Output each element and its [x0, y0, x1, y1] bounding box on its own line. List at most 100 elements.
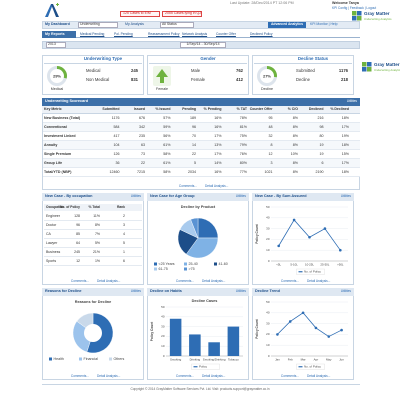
- kpi-title: Decline Status: [297, 56, 329, 61]
- column-header: Pending: [182, 107, 196, 111]
- table-cell: 96: [76, 222, 80, 227]
- panel-utilities[interactable]: Utilities: [235, 289, 246, 294]
- nav-select-text[interactable]: All Status: [162, 22, 177, 27]
- bar: [189, 334, 201, 356]
- table-cell: 59%: [163, 124, 171, 129]
- detail-link[interactable]: Detail Analysis...: [205, 183, 229, 188]
- kpi-divider: [149, 63, 247, 64]
- advanced-button-text[interactable]: Advanced Analytics: [270, 22, 304, 27]
- table-cell: 17%: [341, 160, 349, 165]
- comments-link[interactable]: Comments...: [178, 183, 197, 188]
- comments-link[interactable]: Comments...: [280, 278, 299, 283]
- legend-label: No. of Policy: [304, 365, 321, 369]
- nav-dropdown[interactable]: [78, 22, 118, 28]
- data-point: [340, 328, 343, 332]
- x-tick-label: Mar: [301, 357, 306, 361]
- tab-link[interactable]: Reassessment Policy: [148, 31, 180, 36]
- table-cell: 58%: [163, 151, 171, 156]
- kpi-row-value: 245: [131, 68, 138, 73]
- table-row: [42, 122, 360, 132]
- legend-box: [296, 363, 325, 370]
- detail-link[interactable]: Detail Analysis...: [202, 278, 226, 283]
- detail-link[interactable]: Detail Analysis...: [307, 373, 331, 378]
- table-cell: 48: [268, 124, 273, 129]
- nav-links[interactable]: KPI Monitor | Help: [310, 22, 338, 26]
- table-row: [44, 257, 142, 266]
- table-cell: 32: [268, 133, 273, 138]
- table-row: [42, 140, 360, 150]
- panel-utilities[interactable]: Utilities: [340, 289, 351, 294]
- date-range-text[interactable]: 1/Sep/14 - 30/Sep/14: [186, 42, 220, 47]
- tab-link[interactable]: Medical Pending: [80, 31, 105, 36]
- table-cell: 81%: [239, 124, 247, 129]
- brand-tagline: Underwriting Analytics: [374, 67, 400, 72]
- detail-link[interactable]: Detail Analysis...: [97, 373, 121, 378]
- table-cell: 128: [74, 213, 80, 218]
- tab-link[interactable]: Counter Offer: [216, 31, 236, 36]
- tab-active[interactable]: [42, 31, 76, 38]
- table-cell: Group Life: [44, 160, 63, 165]
- panel-utilities[interactable]: Utilities: [235, 194, 246, 199]
- comments-link[interactable]: Comments...: [70, 373, 89, 378]
- brand-icon: [362, 62, 372, 72]
- table-cell: Single Premium: [44, 151, 72, 156]
- brand-name: Gray Matter: [374, 62, 400, 67]
- date-range[interactable]: [180, 42, 226, 48]
- period-select[interactable]: [46, 42, 66, 48]
- tab-label[interactable]: My Reports: [45, 31, 65, 36]
- table-row: [42, 149, 360, 159]
- detail-link[interactable]: Detail Analysis...: [307, 278, 331, 283]
- comments-link[interactable]: Comments...: [175, 373, 194, 378]
- column-header: % Total: [88, 204, 100, 209]
- nav-item[interactable]: My Dashboard: [45, 22, 70, 26]
- kpi-icon-label: Female: [156, 87, 168, 91]
- comments-link[interactable]: Comments...: [70, 278, 89, 283]
- tab-link[interactable]: Declined Policy: [250, 31, 273, 36]
- nav-item[interactable]: My Analysis: [125, 22, 144, 26]
- panel-utilities[interactable]: Utilities: [130, 194, 141, 199]
- brand-square: [367, 67, 372, 72]
- legend-swatch: [109, 357, 112, 361]
- tab-link[interactable]: Network Analysis: [182, 31, 208, 36]
- nav-select[interactable]: [160, 22, 194, 28]
- tab-link[interactable]: Pol. Pending: [114, 31, 133, 36]
- table-cell: 5: [194, 160, 196, 165]
- y-tick-label: 30: [266, 321, 270, 325]
- chart: Reasons for Decline Health Financial Others: [49, 300, 124, 361]
- table-header-row: [44, 204, 142, 211]
- nav-dropdown-text[interactable]: Underwriting: [80, 22, 100, 27]
- header-links[interactable]: KPI Config | Feedback | Logout: [332, 6, 377, 10]
- panel-utilities[interactable]: Utilities: [130, 289, 141, 294]
- period-text[interactable]: 2013: [48, 42, 56, 47]
- table-cell: 57%: [163, 115, 171, 120]
- detail-link[interactable]: Detail Analysis...: [97, 278, 121, 283]
- y-axis-label: Policy Count: [255, 318, 259, 338]
- table-cell: 18%: [341, 115, 349, 120]
- table-cell: 18%: [341, 169, 349, 174]
- legend-swatch: [184, 267, 187, 271]
- kpi-divider: [254, 63, 352, 64]
- detail-link[interactable]: Detail Analysis...: [202, 373, 226, 378]
- x-tick-label: Jan: [275, 357, 280, 361]
- table-cell: 16%: [214, 115, 222, 120]
- legend-box: [191, 363, 220, 370]
- table-row: [42, 158, 360, 168]
- alert-text[interactable]: 125 Cases to E/M: [123, 11, 151, 16]
- legend-label: <25 Years: [159, 262, 175, 266]
- table-cell: 676: [139, 115, 145, 120]
- y-tick-label: 50: [266, 205, 270, 209]
- kpi-row-label: Male: [191, 68, 201, 73]
- table-cell: 245: [74, 249, 80, 254]
- brand-square: [357, 16, 362, 21]
- comments-link[interactable]: Comments...: [280, 373, 299, 378]
- column-header: No. of Policy: [60, 204, 80, 209]
- comments-link[interactable]: Comments...: [175, 278, 194, 283]
- alert-text[interactable]: 2055 Cases lying in Q2: [165, 11, 202, 16]
- panel-utilities[interactable]: Utilities: [340, 194, 351, 199]
- legend-label: 25-40: [189, 262, 198, 266]
- table-cell: 417: [113, 133, 120, 138]
- table-cell: Total/YTD (NBP): [44, 169, 72, 174]
- panel-utilities[interactable]: Utilities: [346, 99, 357, 104]
- brand-square: [352, 11, 357, 16]
- advanced-button[interactable]: [268, 22, 306, 28]
